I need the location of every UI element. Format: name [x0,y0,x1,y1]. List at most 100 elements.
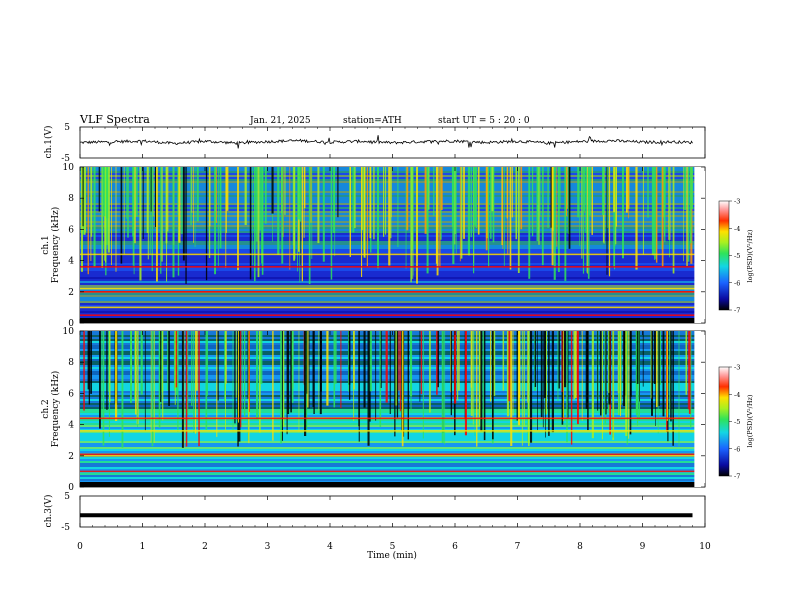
sferic-streak [591,331,594,439]
date-label: Jan. 21, 2025 [249,116,311,126]
sferic-streak [530,331,533,443]
spectrogram-row [80,409,705,411]
sferic-streak [87,331,90,390]
sferic-streak [292,167,294,246]
sferic-streak [527,331,528,403]
sferic-streak [150,331,152,443]
sferic-streak [561,331,563,392]
sferic-streak [120,167,123,264]
sferic-streak [441,331,444,443]
sferic-streak [366,167,368,267]
y-tick-label: 8 [68,358,74,368]
frequency-band [80,253,705,256]
sferic-streak [510,331,513,446]
sferic-streak [290,331,292,413]
sferic-streak [319,331,322,415]
sferic-streak [647,167,649,218]
spectrogram-row [80,217,705,219]
sferic-streak [433,167,435,217]
sferic-streak [167,331,169,391]
sferic-streak [657,331,659,434]
y-tick-label: 4 [68,421,74,431]
sferic-streak [655,331,656,426]
sferic-streak [688,331,691,414]
sferic-streak [304,167,306,209]
sferic-streak [240,331,242,428]
spectrogram-row [80,367,705,369]
spectrogram-row [80,457,705,459]
x-axis: 0 1 2 3 4 5 6 7 8 9 10 [77,127,711,552]
sferic-streak [135,167,138,217]
sferic-streak [454,167,456,245]
sferic-streak [155,167,156,227]
sferic-streak [232,331,234,432]
sferic-streak [306,331,308,394]
sferic-streak [330,167,333,280]
colorbar-tick-label: -3 [734,364,740,372]
sferic-streak [363,331,366,408]
spectrogram-row [80,243,705,245]
sferic-streak [375,331,377,421]
sferic-streak [654,167,656,260]
sferic-streak [83,331,85,411]
spectrogram-row [80,377,705,379]
sferic-streak [207,331,208,396]
sferic-streak [193,167,194,243]
sferic-streak [248,331,250,412]
spectrogram-row [80,353,705,355]
spectrogram-row [80,431,705,433]
y-tick-label: 2 [68,452,74,462]
spectrogram-row [80,451,705,453]
spectrogram-row [80,401,705,403]
y-tick-label: 4 [68,257,74,267]
sferic-streak [429,331,431,413]
sferic-streak [588,167,591,216]
spectrogram-row [80,467,705,469]
spectrogram-row [80,403,705,405]
sferic-streak [521,331,523,446]
sferic-streak [281,167,284,264]
sferic-streak [607,167,609,228]
spectrogram-row [80,469,705,471]
spectrogram-row [80,421,705,423]
sferic-streak [658,331,660,406]
sferic-streak [626,331,628,445]
sferic-streak [174,331,176,405]
x-axis-label: Time (min) [367,550,417,561]
sferic-streak [385,167,387,235]
ch2-colorbar-label: log(PSD)(V²/Hz) [746,394,754,447]
spectrogram-row [80,231,705,233]
sferic-streak [459,167,461,262]
spectrogram-row [80,473,705,475]
sferic-streak [123,167,125,255]
sferic-streak [311,167,313,259]
sferic-streak [394,331,396,437]
spectrogram-row [80,345,705,347]
sferic-streak [82,167,84,227]
sferic-streak [181,331,184,448]
spectrogram-row [80,313,705,315]
sferic-streak [308,331,310,409]
sferic-streak [550,167,553,228]
spectrogram-row [80,191,705,193]
sferic-streak [597,331,599,411]
sferic-streak [281,331,283,441]
colorbar-tick-label: -7 [734,307,740,315]
sferic-streak [477,167,480,235]
sferic-streak [115,331,118,421]
sferic-streak [506,167,508,219]
sferic-streak [687,167,690,262]
sferic-streak [388,167,391,266]
sferic-streak [566,331,568,443]
sferic-streak [149,167,151,254]
ch2-spec-ylabel-frequency: Frequency (kHz) [50,371,61,448]
spectrogram-row [80,261,705,263]
sferic-streak [107,167,110,253]
sferic-streak [422,331,424,439]
spectrogram-row [80,383,705,385]
ch1-ylabel: ch.1(V) [43,126,54,159]
sferic-streak [452,167,455,265]
ch1-spectrogram-panel: 0 2 4 6 8 10 ch.1 Frequency (kHz) [41,163,706,329]
sferic-streak [474,167,475,226]
spectrogram-row [80,445,705,447]
